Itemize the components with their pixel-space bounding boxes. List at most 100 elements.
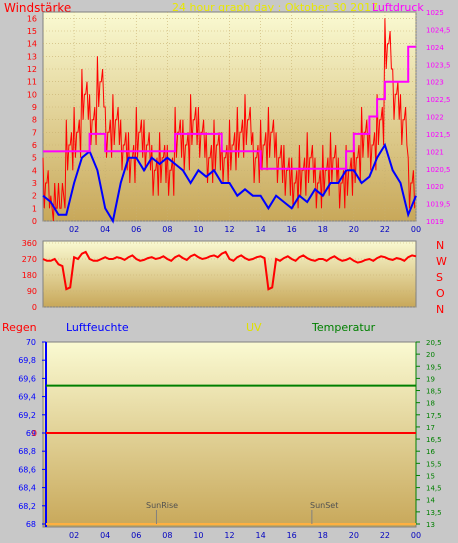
direction-tick-label: 0 <box>32 303 37 312</box>
hour-tick-label-bottom: 06 <box>131 531 141 540</box>
pressure-tick-label: 1020,5 <box>426 166 451 174</box>
direction-plot-area <box>42 240 417 308</box>
rain-zero-label: 0 <box>32 429 37 438</box>
hour-tick-label: 16 <box>287 225 297 234</box>
hour-tick-label-bottom: 14 <box>255 531 265 540</box>
humidity-tick-label: 68,4 <box>18 484 36 493</box>
compass-label-s: S <box>436 271 443 284</box>
wind-tick-label: 8 <box>32 116 37 125</box>
wind-tick-label: 16 <box>27 14 37 23</box>
pressure-tick-label: 1022 <box>426 114 444 122</box>
pressure-tick-label: 1023 <box>426 79 444 87</box>
wind-tick-label: 0 <box>32 217 37 226</box>
chart-title: 24 hour graph day : Oktober 30 2017 <box>172 1 379 14</box>
compass-label-n2: N <box>436 303 445 316</box>
direction-tick-label: 270 <box>22 255 37 264</box>
hour-tick-label-bottom: 22 <box>380 531 390 540</box>
wind-tick-label: 7 <box>32 128 37 137</box>
pressure-tick-label: 1019,5 <box>426 201 451 209</box>
compass-label-n1: N <box>436 239 445 252</box>
pressure-tick-label: 1021,5 <box>426 131 451 139</box>
sunset-label: SunSet <box>310 501 339 510</box>
hour-tick-label: 12 <box>224 225 234 234</box>
rain-label: Regen <box>2 321 37 334</box>
temperature-tick-label: 18,5 <box>426 388 442 396</box>
humidity-tick-label: 69,8 <box>18 356 36 365</box>
hour-tick-label: 00 <box>411 225 421 234</box>
hour-tick-label: 08 <box>162 225 172 234</box>
wind-tick-label: 13 <box>27 52 37 61</box>
compass-label-o: O <box>436 287 445 300</box>
temperature-tick-label: 19,5 <box>426 363 442 371</box>
wind-tick-label: 4 <box>32 166 37 175</box>
humidity-tick-label: 68,6 <box>18 465 36 474</box>
bottom-plot-area <box>42 341 417 528</box>
temperature-tick-label: 17,5 <box>426 412 442 420</box>
wind-tick-label: 12 <box>27 65 37 74</box>
sunrise-label: SunRise <box>146 501 179 510</box>
uv-label: UV <box>246 321 262 334</box>
temperature-tick-label: 18 <box>426 400 435 408</box>
direction-tick-label: 90 <box>27 287 37 296</box>
wind-tick-label: 3 <box>32 179 37 188</box>
hour-tick-label-bottom: 10 <box>193 531 203 540</box>
pressure-tick-label: 1024,5 <box>426 26 451 34</box>
temperature-tick-label: 19 <box>426 375 435 383</box>
wind-tick-label: 5 <box>32 154 37 163</box>
wind-tick-label: 9 <box>32 103 37 112</box>
temperature-tick-label: 17 <box>426 424 435 432</box>
pressure-tick-label: 1019 <box>426 218 444 226</box>
wind-tick-label: 10 <box>27 90 37 99</box>
humidity-label: Luftfeuchte <box>66 321 129 334</box>
hour-tick-label-bottom: 02 <box>69 531 79 540</box>
hour-tick-label: 10 <box>193 225 203 234</box>
hour-tick-label: 20 <box>349 225 359 234</box>
hour-tick-label: 04 <box>100 225 110 234</box>
compass-label-w: W <box>436 255 447 268</box>
hour-tick-label: 14 <box>255 225 265 234</box>
humidity-tick-label: 70 <box>26 338 36 347</box>
wind-tick-label: 14 <box>27 40 37 49</box>
hour-tick-label-bottom: 08 <box>162 531 172 540</box>
temperature-label: Temperatur <box>312 321 376 334</box>
temperature-tick-label: 13,5 <box>426 509 442 517</box>
humidity-tick-label: 69,6 <box>18 374 36 383</box>
hour-tick-label-bottom: 00 <box>411 531 421 540</box>
pressure-tick-label: 1023,5 <box>426 61 451 69</box>
hour-tick-label-bottom: 18 <box>318 531 328 540</box>
humidity-tick-label: 69,2 <box>18 411 36 420</box>
wind-tick-label: 1 <box>32 204 37 213</box>
hour-tick-label: 22 <box>380 225 390 234</box>
hour-tick-label-bottom: 04 <box>100 531 110 540</box>
temperature-tick-label: 14 <box>426 497 435 505</box>
temperature-tick-label: 16,5 <box>426 436 442 444</box>
wind-tick-label: 15 <box>27 27 37 36</box>
pressure-tick-label: 1021 <box>426 148 444 156</box>
pressure-tick-label: 1020 <box>426 183 444 191</box>
humidity-tick-label: 68,2 <box>18 502 36 511</box>
hour-tick-label-bottom: 20 <box>349 531 359 540</box>
pressure-axis-title: Luftdruck <box>372 1 424 14</box>
direction-series <box>42 250 417 291</box>
humidity-tick-label: 68,8 <box>18 447 36 456</box>
wind-tick-label: 2 <box>32 192 37 201</box>
pressure-tick-label: 1024 <box>426 44 444 52</box>
temperature-tick-label: 16 <box>426 448 435 456</box>
temperature-tick-label: 15 <box>426 472 435 480</box>
pressure-tick-label: 1025 <box>426 9 444 17</box>
humidity-tick-label: 68 <box>26 520 36 529</box>
wind-axis-title: Windstärke <box>4 1 72 15</box>
pressure-series <box>42 45 416 170</box>
temperature-tick-label: 14,5 <box>426 485 442 493</box>
temperature-tick-label: 13 <box>426 521 435 529</box>
wind-tick-label: 11 <box>27 78 37 87</box>
humidity-tick-label: 69,4 <box>18 393 36 402</box>
hour-tick-label: 06 <box>131 225 141 234</box>
wind-tick-label: 6 <box>32 141 37 150</box>
hour-tick-label-bottom: 16 <box>287 531 297 540</box>
humidity-tick-label: 69 <box>26 429 36 438</box>
hour-tick-label: 02 <box>69 225 79 234</box>
hour-tick-label: 18 <box>318 225 328 234</box>
direction-tick-label: 360 <box>22 239 37 248</box>
